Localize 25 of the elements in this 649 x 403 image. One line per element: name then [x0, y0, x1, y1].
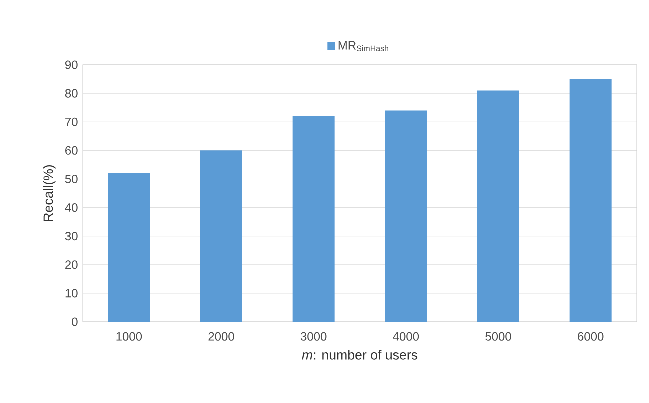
bar [478, 90, 520, 322]
bar [108, 174, 150, 322]
y-tick-label: 60 [66, 146, 78, 155]
y-tick-label: 70 [66, 118, 78, 126]
y-tick-label: 30 [65, 232, 78, 241]
y-tick-label: 0 [72, 318, 78, 326]
y-tick-label: 20 [66, 260, 78, 270]
x-tick-label: 5000 [486, 332, 512, 341]
x-tick-label: 6000 [578, 332, 604, 341]
x-tick-label: 4000 [393, 332, 420, 341]
x-tick-label: 3000 [300, 332, 327, 341]
y-tick-label: 80 [65, 89, 78, 98]
y-tick-label: 90 [66, 60, 78, 70]
bar [570, 79, 612, 322]
bar [292, 116, 335, 322]
y-tick-label: 40 [65, 204, 78, 212]
y-tick-label: 50 [65, 174, 78, 184]
bar [200, 150, 242, 322]
x-axis-title: m: number of users [302, 350, 418, 360]
x-tick-label: 2000 [208, 332, 234, 341]
y-axis-title: Recall(%) [43, 165, 56, 222]
x-tick-label: 1000 [116, 332, 142, 341]
bar [385, 110, 428, 322]
y-tick-label: 10 [66, 289, 78, 298]
legend-label: MR$_{SimHash}$ [338, 41, 388, 52]
